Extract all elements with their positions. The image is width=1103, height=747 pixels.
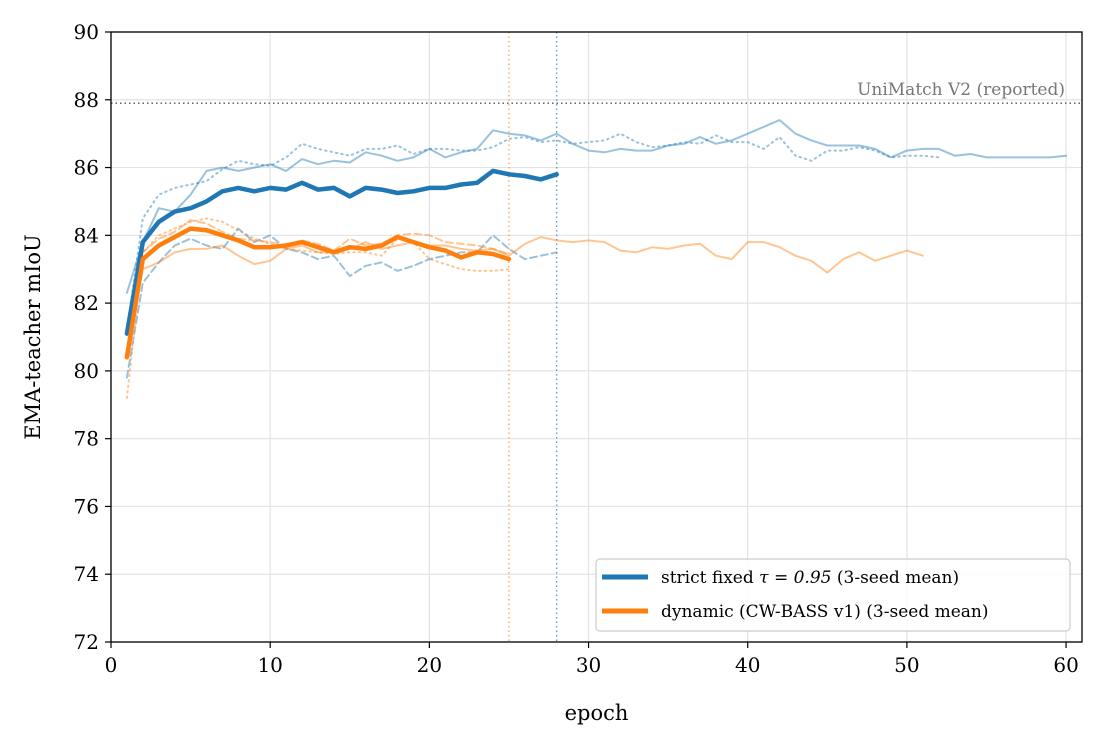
series-dynamic-mean-solid xyxy=(124,226,512,360)
legend-box xyxy=(595,558,1071,632)
x-tick-label: 30 xyxy=(576,653,601,677)
legend-label-dynamic: dynamic (CW-BASS v1) (3-seed mean) xyxy=(661,602,989,622)
series-dynamic-seed-solid xyxy=(125,236,924,355)
series-strict-seed-dashed xyxy=(125,227,558,379)
series-dynamic-seed-dashed xyxy=(125,219,510,352)
grid-layer xyxy=(110,31,1082,643)
series-strict-seed-solid xyxy=(125,119,1068,294)
x-axis-title: epoch xyxy=(565,701,629,725)
reference-layer xyxy=(111,32,1082,642)
legend-label-strict-suffix: (3-seed mean) xyxy=(831,568,959,588)
series-layer xyxy=(124,119,1068,399)
legend: strict fixed τ = 0.95 (3-seed mean) dyna… xyxy=(595,558,1071,632)
y-tick-label: 80 xyxy=(74,359,99,383)
y-tick-label: 72 xyxy=(74,630,99,654)
y-tick-label: 90 xyxy=(74,20,99,44)
y-tick-label: 82 xyxy=(74,291,99,315)
y-tick-label: 84 xyxy=(74,223,99,247)
series-dynamic-seed-dotted xyxy=(125,217,510,399)
y-axis-title: EMA-teacher mIoU xyxy=(21,234,45,439)
x-tick-label: 20 xyxy=(417,653,442,677)
y-tick-label: 74 xyxy=(74,562,99,586)
y-tick-label: 86 xyxy=(74,156,99,180)
legend-label-strict: strict fixed τ = 0.95 (3-seed mean) xyxy=(661,568,959,588)
x-tick-label: 60 xyxy=(1053,653,1078,677)
plot-frame xyxy=(110,31,1083,643)
x-tick-label: 10 xyxy=(257,653,282,677)
axis-layer: 0 10 20 30 40 50 60 72 74 76 78 80 82 84 86 88 90 xyxy=(74,20,1079,677)
legend-label-strict-prefix: strict fixed xyxy=(661,568,759,588)
series-strict-mean-solid xyxy=(124,168,559,336)
y-tick-label: 88 xyxy=(74,88,99,112)
x-tick-label: 50 xyxy=(894,653,919,677)
y-tick-label: 78 xyxy=(74,427,99,451)
series-strict-seed-dotted xyxy=(125,132,940,332)
x-tick-label: 40 xyxy=(735,653,760,677)
y-tick-label: 76 xyxy=(74,494,99,518)
reference-line-label: UniMatch V2 (reported) xyxy=(857,80,1065,100)
x-tick-label: 0 xyxy=(105,653,118,677)
legend-label-strict-math: τ = 0.95 xyxy=(759,568,831,588)
